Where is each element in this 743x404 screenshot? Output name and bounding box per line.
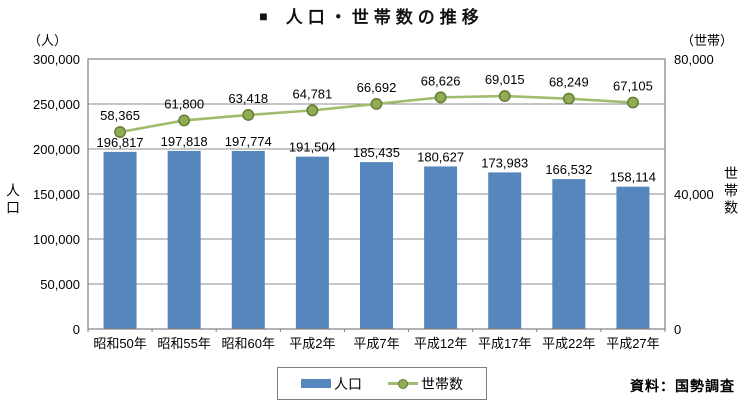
households-line-point	[370, 97, 383, 110]
x-axis-category-label: 昭和60年	[222, 336, 275, 351]
population-bar	[231, 151, 265, 329]
right-axis-title: 世帯数	[723, 166, 739, 217]
households-value-label: 66,692	[357, 80, 397, 95]
x-axis-category-label: 平成17年	[478, 336, 531, 351]
right-axis-tick-label: 40,000	[674, 187, 714, 202]
chart-title: ■ 人口・世帯数の推移	[0, 3, 743, 28]
x-axis-category-label: 平成27年	[606, 336, 659, 351]
households-value-label: 67,105	[613, 79, 653, 94]
households-line-swatch-icon	[388, 378, 418, 389]
legend-label-population: 人口	[334, 375, 362, 392]
population-bar	[424, 166, 458, 329]
households-value-label: 61,800	[164, 96, 204, 111]
x-axis-category-label: 平成12年	[414, 336, 467, 351]
left-axis-unit: （人）	[28, 33, 68, 48]
x-axis-category-label: 平成2年	[289, 336, 335, 351]
population-bar	[167, 150, 201, 329]
left-axis-title: 人口	[5, 183, 21, 217]
households-value-label: 69,015	[485, 72, 525, 87]
plot-border	[87, 58, 666, 330]
population-bar	[360, 162, 393, 329]
left-axis-tick-label: 150,000	[33, 187, 80, 202]
x-axis-category-label: 昭和55年	[157, 336, 210, 351]
households-value-label: 68,249	[549, 75, 589, 90]
chart-title-text: 人口・世帯数の推移	[285, 8, 484, 27]
households-line-point	[178, 114, 191, 127]
population-bar	[103, 151, 137, 329]
legend-item-population: 人口	[301, 374, 362, 394]
households-line-point	[498, 90, 511, 103]
x-axis-category-label: 平成22年	[542, 336, 595, 351]
left-axis-tick-label: 300,000	[33, 52, 80, 67]
population-value-label: 196,817	[97, 135, 144, 150]
households-line-point	[562, 92, 575, 105]
x-axis-category-label: 昭和50年	[93, 336, 146, 351]
households-line-point	[434, 91, 447, 104]
population-value-label: 197,818	[161, 134, 208, 149]
right-axis-tick-label: 80,000	[674, 52, 714, 67]
legend-label-households: 世帯数	[421, 375, 463, 392]
households-value-label: 58,365	[100, 108, 140, 123]
households-value-label: 68,626	[421, 73, 461, 88]
population-value-label: 185,435	[353, 145, 400, 160]
population-bar	[616, 186, 650, 329]
left-axis-tick-label: 100,000	[33, 232, 80, 247]
left-axis-tick-label: 0	[73, 322, 80, 337]
households-line-point	[242, 109, 255, 121]
legend: 人口 世帯数	[277, 367, 487, 400]
title-bullet-icon: ■	[259, 7, 268, 24]
legend-item-households: 世帯数	[388, 374, 463, 394]
population-value-label: 158,114	[610, 170, 656, 185]
households-line-point	[306, 104, 319, 117]
population-value-label: 180,627	[417, 149, 464, 164]
right-axis-tick-label: 0	[674, 322, 681, 337]
population-value-label: 191,504	[289, 140, 336, 155]
population-bar-swatch-icon	[301, 379, 331, 388]
households-value-label: 63,418	[228, 91, 268, 106]
right-axis-unit: （世帯）	[680, 33, 733, 48]
left-axis-tick-label: 250,000	[33, 97, 80, 112]
left-axis-tick-label: 50,000	[40, 277, 80, 292]
population-value-label: 173,983	[481, 155, 528, 170]
population-bar	[552, 179, 586, 329]
source-note: 資料：国勢調査	[630, 378, 735, 394]
households-line-point	[626, 96, 639, 109]
households-line-point	[114, 126, 127, 138]
population-value-label: 166,532	[545, 162, 592, 177]
population-value-label: 197,774	[225, 134, 272, 149]
x-axis-category-label: 平成7年	[353, 336, 399, 351]
population-bar	[488, 172, 522, 329]
households-value-label: 64,781	[293, 86, 333, 101]
population-bar	[295, 156, 329, 329]
left-axis-tick-label: 200,000	[33, 142, 80, 157]
